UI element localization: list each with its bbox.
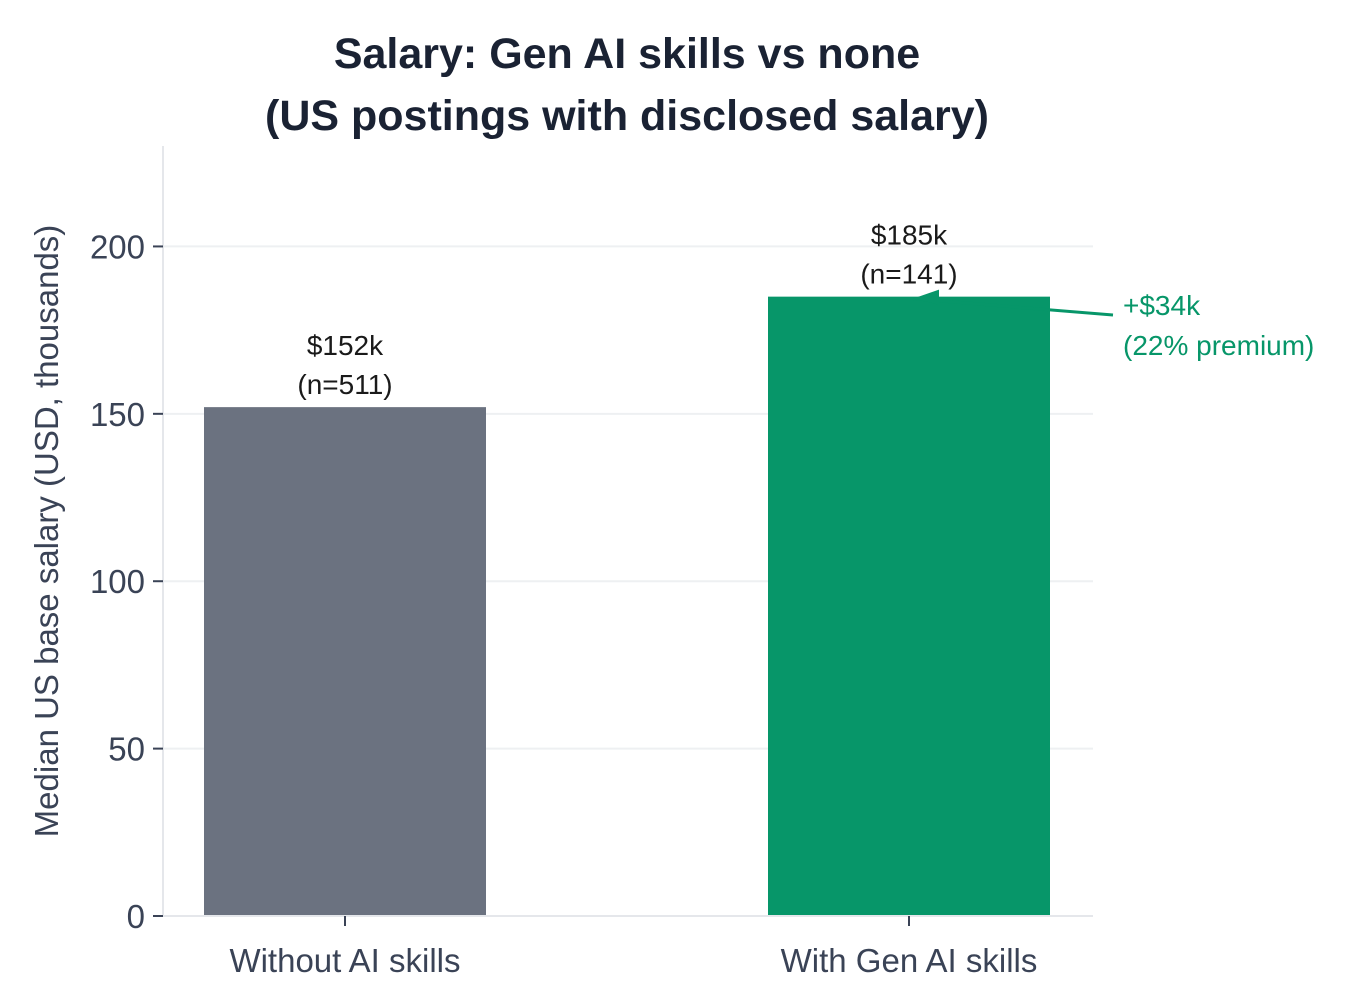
data-label-count: (n=141) <box>860 259 957 290</box>
y-axis-label: Median US base salary (USD, thousands) <box>28 225 65 838</box>
data-label-count: (n=511) <box>297 369 392 400</box>
annotation-arrowhead <box>913 289 939 305</box>
annotation-premium: (22% premium) <box>1123 330 1314 361</box>
premium-annotation: +$34k (22% premium) <box>912 289 1314 361</box>
annotation-arrow <box>912 297 1114 317</box>
chart-title-line-1: Salary: Gen AI skills vs none <box>334 30 920 78</box>
y-tick-label: 100 <box>90 563 145 600</box>
x-tick-label: With Gen AI skills <box>781 942 1038 979</box>
data-label-value: $152k <box>307 330 384 361</box>
y-tick-label: 200 <box>90 228 145 265</box>
x-tick-label: Without AI skills <box>229 942 460 979</box>
bars <box>204 296 1050 916</box>
y-tick-label: 0 <box>127 898 145 935</box>
bar <box>204 407 486 916</box>
y-tick-label: 150 <box>90 396 145 433</box>
x-ticks: Without AI skills With Gen AI skills <box>229 916 1037 979</box>
annotation-difference: +$34k <box>1123 290 1201 321</box>
bar <box>768 296 1050 916</box>
data-label-value: $185k <box>871 220 948 251</box>
chart-title-line-2: (US postings with disclosed salary) <box>265 92 989 140</box>
y-ticks: 0 50 100 150 200 <box>90 228 163 935</box>
y-tick-label: 50 <box>108 731 145 768</box>
data-labels: $152k (n=511) $185k (n=141) <box>297 220 957 400</box>
